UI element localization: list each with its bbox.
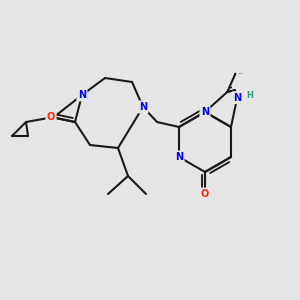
Text: N: N <box>139 102 147 112</box>
Text: methyl: methyl <box>238 72 243 74</box>
Text: O: O <box>201 189 209 199</box>
Text: N: N <box>233 93 241 103</box>
Text: N: N <box>175 152 183 162</box>
Text: N: N <box>201 107 209 117</box>
Text: N: N <box>78 90 86 100</box>
Text: O: O <box>47 112 55 122</box>
Text: H: H <box>246 91 253 100</box>
